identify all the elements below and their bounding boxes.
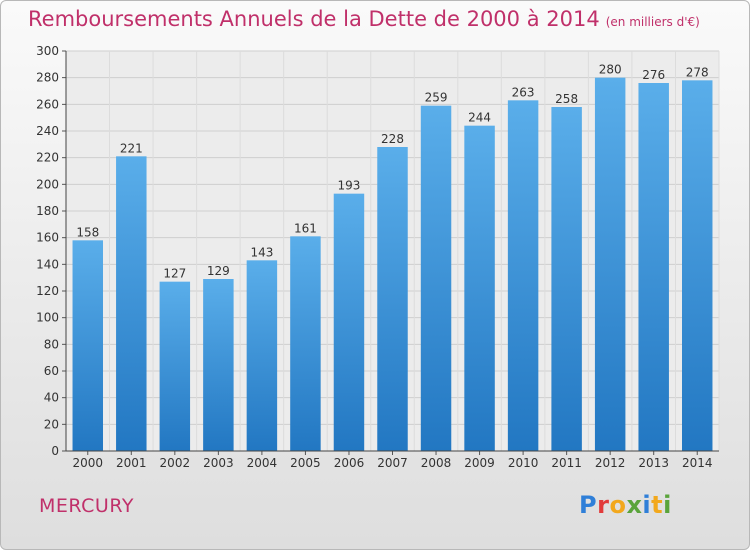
bar-value-label: 278 <box>686 65 709 79</box>
bar-value-label: 244 <box>468 111 491 125</box>
bar-value-label: 228 <box>381 132 404 146</box>
bar <box>507 100 539 451</box>
chart-title-text: Remboursements Annuels de la Dette de 20… <box>28 7 600 31</box>
y-tick-label: 20 <box>44 417 59 431</box>
bar <box>246 260 278 451</box>
bar <box>203 279 234 451</box>
bar-value-label: 280 <box>599 63 622 77</box>
bar-value-label: 259 <box>425 91 448 105</box>
bar <box>464 125 495 452</box>
commune-name: MERCURY <box>39 495 134 517</box>
bar <box>290 236 321 451</box>
y-tick-label: 60 <box>44 364 59 378</box>
x-tick-label: 2004 <box>247 456 278 470</box>
x-tick-label: 2014 <box>682 456 713 470</box>
y-tick-label: 0 <box>51 444 59 458</box>
bar <box>159 281 191 451</box>
logo-letter: i <box>663 491 672 519</box>
bar-value-label: 221 <box>120 141 143 155</box>
logo-letter: i <box>642 491 652 519</box>
proxiti-logo: Proxiti <box>579 491 672 519</box>
x-tick-label: 2011 <box>551 456 582 470</box>
y-tick-label: 300 <box>36 44 59 58</box>
bar <box>333 193 365 451</box>
x-tick-label: 2007 <box>377 456 408 470</box>
x-tick-label: 2012 <box>595 456 626 470</box>
x-tick-label: 2009 <box>464 456 495 470</box>
y-tick-label: 180 <box>36 204 59 218</box>
y-tick-label: 40 <box>44 391 59 405</box>
bar <box>551 107 582 451</box>
bar-value-label: 193 <box>338 179 361 193</box>
x-tick-label: 2006 <box>334 456 365 470</box>
x-tick-label: 2003 <box>203 456 234 470</box>
bar <box>594 77 626 452</box>
bar <box>681 80 713 451</box>
y-tick-label: 120 <box>36 284 59 298</box>
y-tick-label: 260 <box>36 97 59 111</box>
bar <box>638 83 669 451</box>
bar-value-label: 129 <box>207 264 230 278</box>
x-tick-label: 2013 <box>638 456 669 470</box>
bar <box>420 105 452 452</box>
y-tick-label: 280 <box>36 71 59 85</box>
logo-letter: r <box>597 491 610 519</box>
logo-letter: x <box>626 491 643 519</box>
chart-unit-label: (en milliers d'€) <box>605 15 700 29</box>
bar-value-label: 127 <box>163 267 186 281</box>
bars: 158 221 127 129 143 161 193 228 259 244 263 258 280 2… <box>72 63 713 452</box>
logo-letter: o <box>609 491 627 519</box>
bar <box>377 147 408 451</box>
y-tick-label: 160 <box>36 231 59 245</box>
bar-value-label: 158 <box>76 225 99 239</box>
x-tick-label: 2001 <box>116 456 147 470</box>
x-tick-label: 2008 <box>421 456 452 470</box>
x-tick-label: 2000 <box>72 456 103 470</box>
bar-value-label: 143 <box>250 245 273 259</box>
bar-value-label: 263 <box>512 85 535 99</box>
y-tick-label: 100 <box>36 311 59 325</box>
bar-value-label: 161 <box>294 221 317 235</box>
x-tick-label: 2010 <box>508 456 539 470</box>
y-tick-label: 200 <box>36 177 59 191</box>
y-tick-label: 140 <box>36 257 59 271</box>
bar <box>72 240 104 451</box>
x-tick-label: 2002 <box>160 456 191 470</box>
logo-letter: t <box>651 491 664 519</box>
y-tick-label: 240 <box>36 124 59 138</box>
bar-value-label: 258 <box>555 92 578 106</box>
bar <box>116 156 147 452</box>
y-tick-label: 80 <box>44 337 59 351</box>
bar-value-label: 276 <box>642 68 665 82</box>
x-tick-label: 2005 <box>290 456 321 470</box>
chart-title: Remboursements Annuels de la Dette de 20… <box>28 7 700 31</box>
axes: 0 20 40 60 80 100 120 140 160 180 200 220 240 260 280 3… <box>36 44 719 470</box>
logo-letter: P <box>579 491 598 519</box>
y-tick-label: 220 <box>36 151 59 165</box>
